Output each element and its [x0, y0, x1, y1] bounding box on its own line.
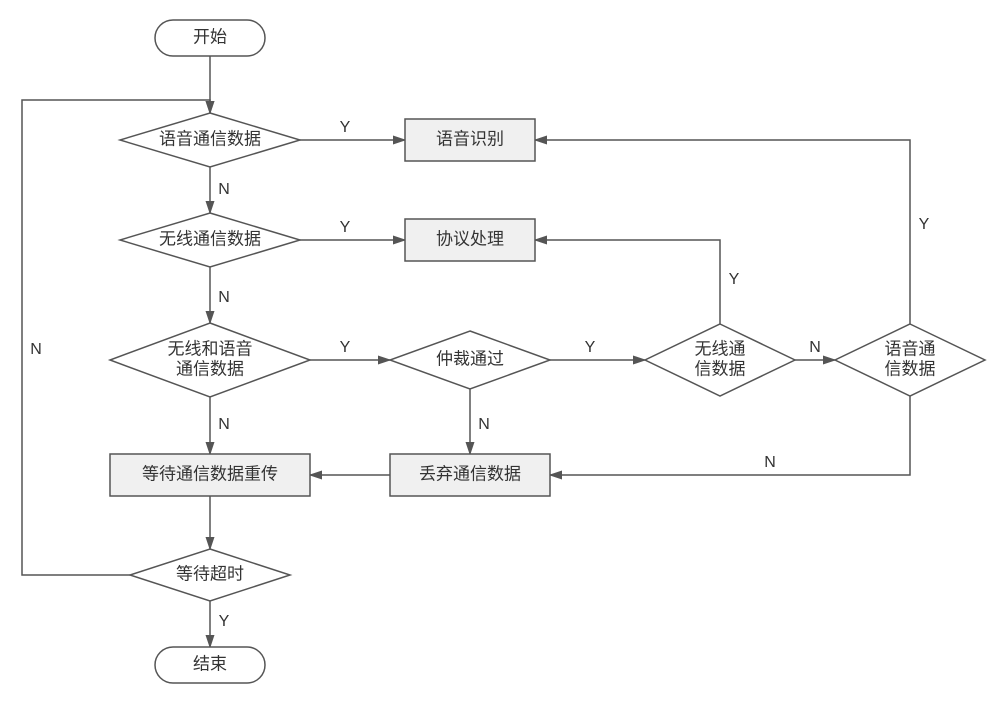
node-label-d3-2: 通信数据	[176, 359, 244, 378]
node-label-d7: 等待超时	[176, 564, 244, 583]
node-label-d5-1: 无线通	[695, 339, 746, 358]
node-start: 开始	[155, 20, 265, 56]
node-label-d6-2: 信数据	[885, 359, 936, 378]
node-label-end: 结束	[193, 654, 227, 673]
node-label-p4: 等待通信数据重传	[142, 464, 278, 483]
edge-label-d4-d5: Y	[585, 339, 596, 356]
edge-label-d6-p3: N	[764, 454, 776, 471]
node-label-d3-1: 无线和语音	[168, 339, 253, 358]
node-p1: 语音识别	[405, 119, 535, 161]
edge-label-d7-end: Y	[219, 613, 230, 630]
edge-label-d4-p3: N	[478, 416, 490, 433]
edge-d6-p3	[550, 396, 910, 475]
node-label-d4: 仲裁通过	[436, 349, 504, 368]
node-label-d6-1: 语音通	[885, 339, 936, 358]
flowchart-canvas: 开始语音通信数据语音识别无线通信数据协议处理无线和语音通信数据仲裁通过无线通信数…	[0, 0, 1000, 710]
node-d2: 无线通信数据	[120, 213, 300, 267]
edge-d6-p1	[535, 140, 910, 324]
node-d6: 语音通信数据	[835, 324, 985, 396]
edge-label-d1-p1: Y	[340, 119, 351, 136]
node-label-p2: 协议处理	[436, 229, 504, 248]
node-d7: 等待超时	[130, 549, 290, 601]
edge-label-d2-p2: Y	[340, 219, 351, 236]
node-p4: 等待通信数据重传	[110, 454, 310, 496]
node-d1: 语音通信数据	[120, 113, 300, 167]
node-p2: 协议处理	[405, 219, 535, 261]
node-label-d2: 无线通信数据	[159, 229, 261, 248]
node-label-p1: 语音识别	[436, 129, 504, 148]
node-label-p3: 丢弃通信数据	[419, 464, 521, 483]
edge-label-d3-d4: Y	[340, 339, 351, 356]
edge-label-d5-d6: N	[809, 339, 821, 356]
edge-label-d6-p1: Y	[919, 216, 930, 233]
edge-label-d2-d3: N	[218, 289, 230, 306]
edge-label-d3-p4: N	[218, 416, 230, 433]
edge-d5-p2	[535, 240, 720, 324]
node-d4: 仲裁通过	[390, 331, 550, 389]
node-label-start: 开始	[193, 27, 227, 46]
edge-label-d1-d2: N	[218, 181, 230, 198]
node-d3: 无线和语音通信数据	[110, 323, 310, 397]
edge-label-d5-p2: Y	[729, 271, 740, 288]
node-d5: 无线通信数据	[645, 324, 795, 396]
node-label-d5-2: 信数据	[695, 359, 746, 378]
node-p3: 丢弃通信数据	[390, 454, 550, 496]
node-end: 结束	[155, 647, 265, 683]
node-label-d1: 语音通信数据	[159, 129, 261, 148]
edge-label-d7-d1: N	[30, 341, 42, 358]
